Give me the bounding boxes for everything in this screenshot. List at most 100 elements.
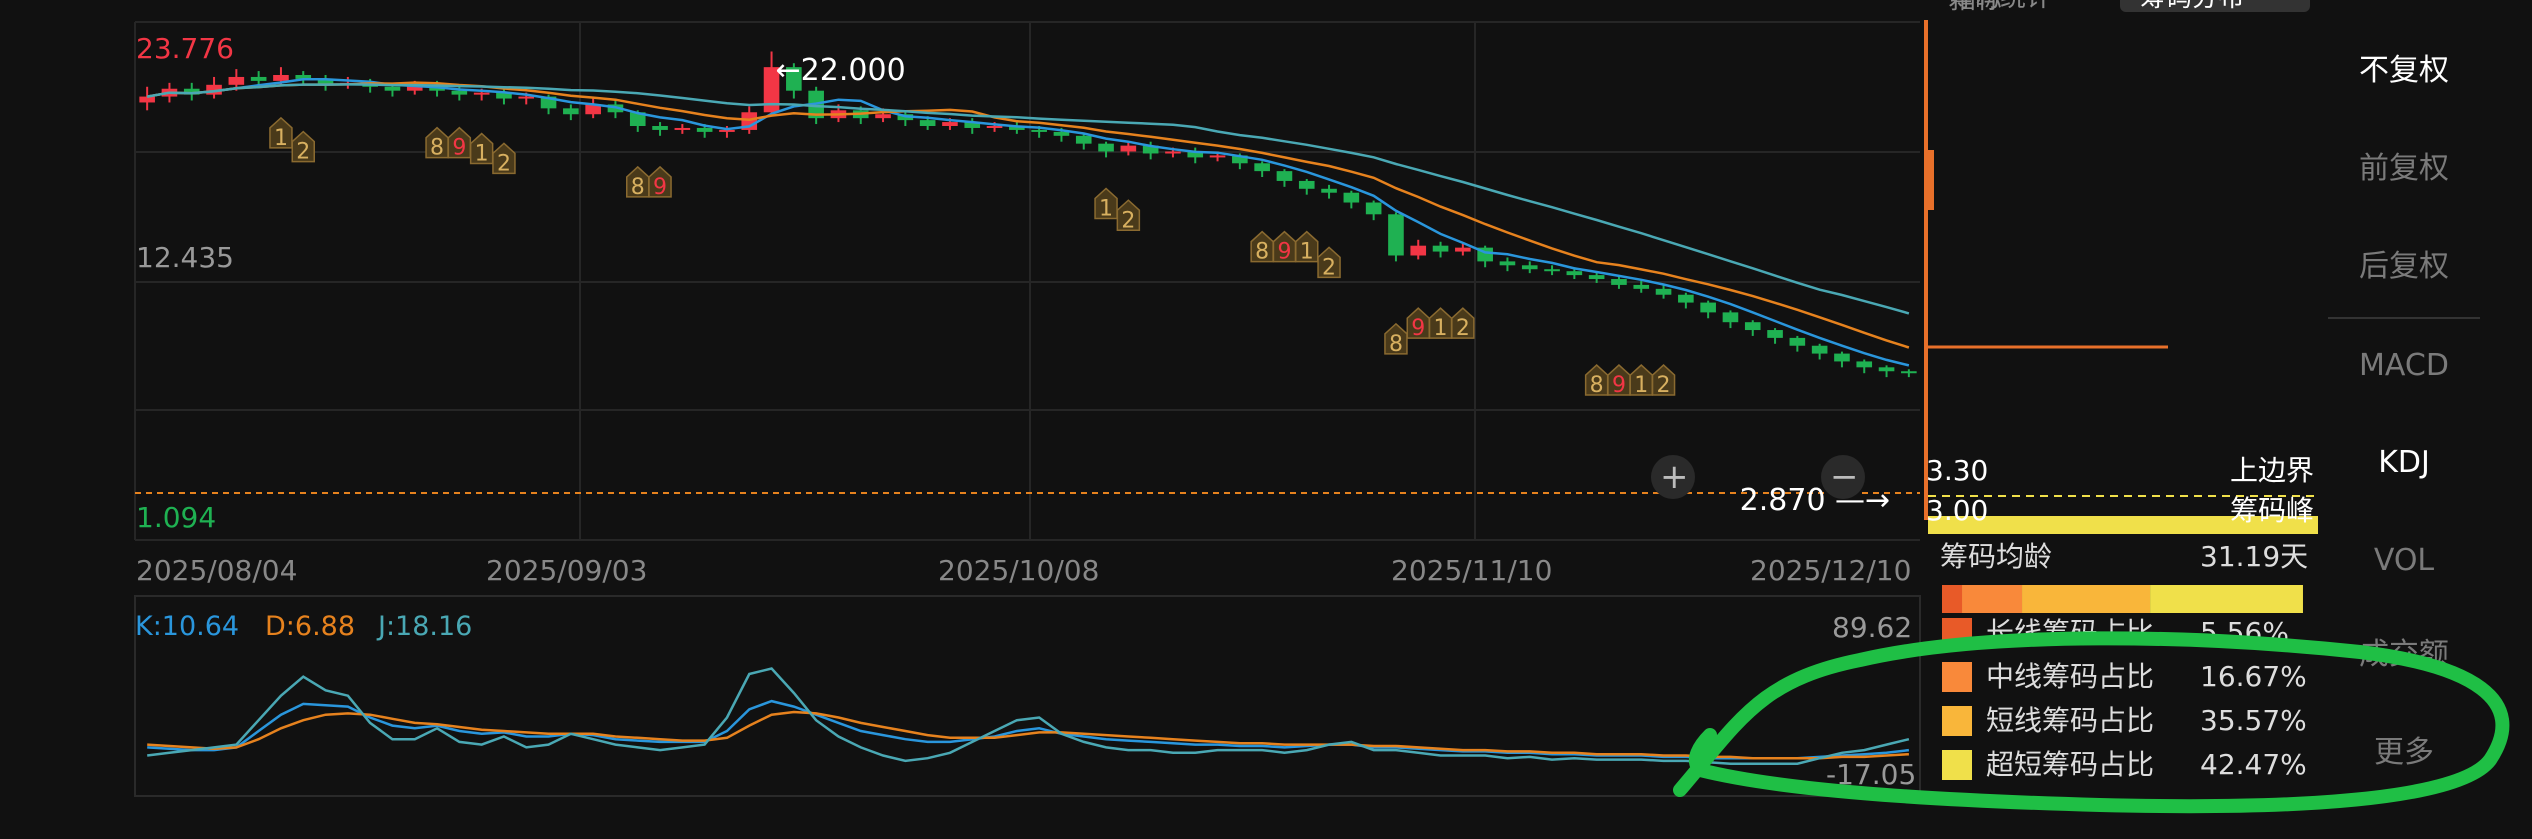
chip-row-value: 16.67% bbox=[2200, 660, 2307, 693]
candle-body bbox=[1298, 180, 1315, 189]
signal-label: 8 bbox=[1255, 240, 1269, 265]
candle-body bbox=[206, 84, 222, 95]
signal-marker bbox=[1428, 307, 1453, 339]
candle-body bbox=[1098, 143, 1114, 152]
candle-body bbox=[473, 92, 490, 95]
kdj-max-label: 89.62 bbox=[1832, 611, 1912, 644]
signal-label: 9 bbox=[452, 136, 466, 161]
candle-body bbox=[1343, 192, 1360, 203]
signal-marker bbox=[1250, 230, 1274, 263]
candle-body bbox=[1633, 284, 1650, 289]
candle-body bbox=[1321, 188, 1337, 193]
menu-item-7[interactable]: 更多 bbox=[2374, 735, 2434, 770]
signal-marker bbox=[1384, 322, 1408, 355]
candle-body bbox=[384, 86, 401, 91]
signal-label: 2 bbox=[1322, 255, 1336, 280]
candle-body bbox=[964, 122, 981, 128]
signal-label: 8 bbox=[430, 136, 444, 161]
signal-label: 1 bbox=[1634, 373, 1648, 398]
signal-label: 9 bbox=[653, 175, 667, 200]
candle-body bbox=[1722, 312, 1739, 323]
candle-body bbox=[1388, 214, 1404, 256]
signal-marker bbox=[1651, 364, 1676, 396]
chip-row-label: 短线筹码占比 bbox=[1986, 704, 2154, 737]
menu-item-2[interactable]: 后复权 bbox=[2359, 249, 2449, 284]
chip-age-value: 31.19天 bbox=[2200, 540, 2308, 573]
candle-body bbox=[1789, 337, 1806, 346]
signal-marker bbox=[1317, 246, 1341, 279]
top-right-label[interactable]: 指标 bbox=[1950, 0, 2002, 15]
candle-body bbox=[563, 108, 579, 115]
candle-body bbox=[518, 96, 535, 99]
tab-chip-statistics[interactable]: 筹码统计 bbox=[1948, 0, 2052, 13]
signal-marker bbox=[626, 165, 650, 198]
chip-ratio-segment bbox=[1942, 585, 1963, 613]
signal-label: 8 bbox=[631, 175, 645, 200]
tab-chip-distribution-bg[interactable] bbox=[2120, 0, 2310, 12]
chip-bars bbox=[1924, 20, 1928, 520]
candle-body bbox=[295, 74, 312, 79]
x-tick-label: 2025/12/10 bbox=[1750, 554, 1911, 587]
signal-label: 1 bbox=[1099, 196, 1113, 221]
x-tick-label: 2025/08/04 bbox=[136, 554, 297, 587]
ma10-line bbox=[146, 81, 1910, 349]
signal-label: 1 bbox=[1434, 316, 1448, 341]
circle-anchor bbox=[1700, 712, 1706, 718]
candle-body bbox=[674, 127, 691, 130]
signal-label: 1 bbox=[475, 142, 489, 167]
candle-body bbox=[139, 96, 155, 103]
signal-label: 2 bbox=[296, 140, 310, 165]
candle-body bbox=[1432, 245, 1449, 252]
candle-body bbox=[1187, 151, 1204, 158]
menu-item-5[interactable]: VOL bbox=[2374, 543, 2435, 578]
candle-body bbox=[629, 112, 646, 127]
chip-peak-label: 筹码峰 bbox=[2230, 494, 2314, 527]
zoom-out-button[interactable] bbox=[1821, 455, 1865, 499]
ma5-line bbox=[146, 78, 1910, 367]
signal-label: 1 bbox=[274, 126, 288, 151]
menu-item-0[interactable]: 不复权 bbox=[2359, 53, 2449, 88]
low-annotation: 2.870 —→ bbox=[1740, 483, 1891, 518]
kdj-series-K bbox=[147, 699, 1910, 760]
candle-body bbox=[763, 67, 780, 113]
kdj-panel-frame bbox=[134, 595, 1921, 797]
candle-body bbox=[1276, 171, 1293, 181]
candle-body bbox=[1254, 163, 1270, 172]
high-annotation: ←22.000 bbox=[776, 53, 906, 88]
signal-marker bbox=[469, 132, 494, 165]
candle-body bbox=[183, 88, 200, 95]
signal-marker bbox=[447, 126, 472, 159]
signal-marker bbox=[269, 116, 293, 149]
candle-body bbox=[1901, 371, 1917, 374]
signal-label: 1 bbox=[1300, 240, 1314, 265]
candle-body bbox=[540, 96, 557, 109]
zoom-out-icon: − bbox=[1830, 457, 1859, 497]
candle-body bbox=[1678, 294, 1694, 303]
price-mid-label: 12.435 bbox=[136, 241, 234, 274]
tab-chip-distribution[interactable]: 筹码分布 bbox=[2140, 0, 2244, 13]
chip-bar bbox=[1928, 150, 1934, 210]
signal-marker bbox=[1584, 364, 1609, 396]
chip-upper-label: 上边界 bbox=[2230, 454, 2314, 487]
zoom-in-icon: + bbox=[1660, 457, 1689, 497]
candle-body bbox=[1744, 322, 1761, 331]
zoom-in-button[interactable] bbox=[1651, 455, 1695, 499]
signal-marker bbox=[425, 126, 449, 159]
candle-body bbox=[786, 67, 802, 91]
menu-item-4[interactable]: KDJ bbox=[2378, 445, 2430, 480]
kdj-lines bbox=[147, 667, 1910, 765]
menu-item-3[interactable]: MACD bbox=[2359, 348, 2449, 383]
kdj-series-D bbox=[147, 710, 1909, 760]
menu-item-1[interactable]: 前复权 bbox=[2359, 151, 2449, 186]
candle-body bbox=[719, 129, 735, 132]
candle-body bbox=[1209, 155, 1226, 158]
x-tick-label: 2025/10/08 bbox=[938, 554, 1099, 587]
candle-body bbox=[1700, 302, 1716, 313]
hand-drawn-circle bbox=[1673, 631, 2510, 814]
chip-row-label: 中线筹码占比 bbox=[1986, 660, 2154, 693]
candle-body bbox=[1075, 135, 1092, 144]
candle-body bbox=[1611, 279, 1627, 285]
candle-body bbox=[1856, 361, 1873, 368]
high-annotation-text: ←22.000 bbox=[776, 53, 906, 88]
chip-upper-price: 3.30 bbox=[1926, 454, 1988, 487]
